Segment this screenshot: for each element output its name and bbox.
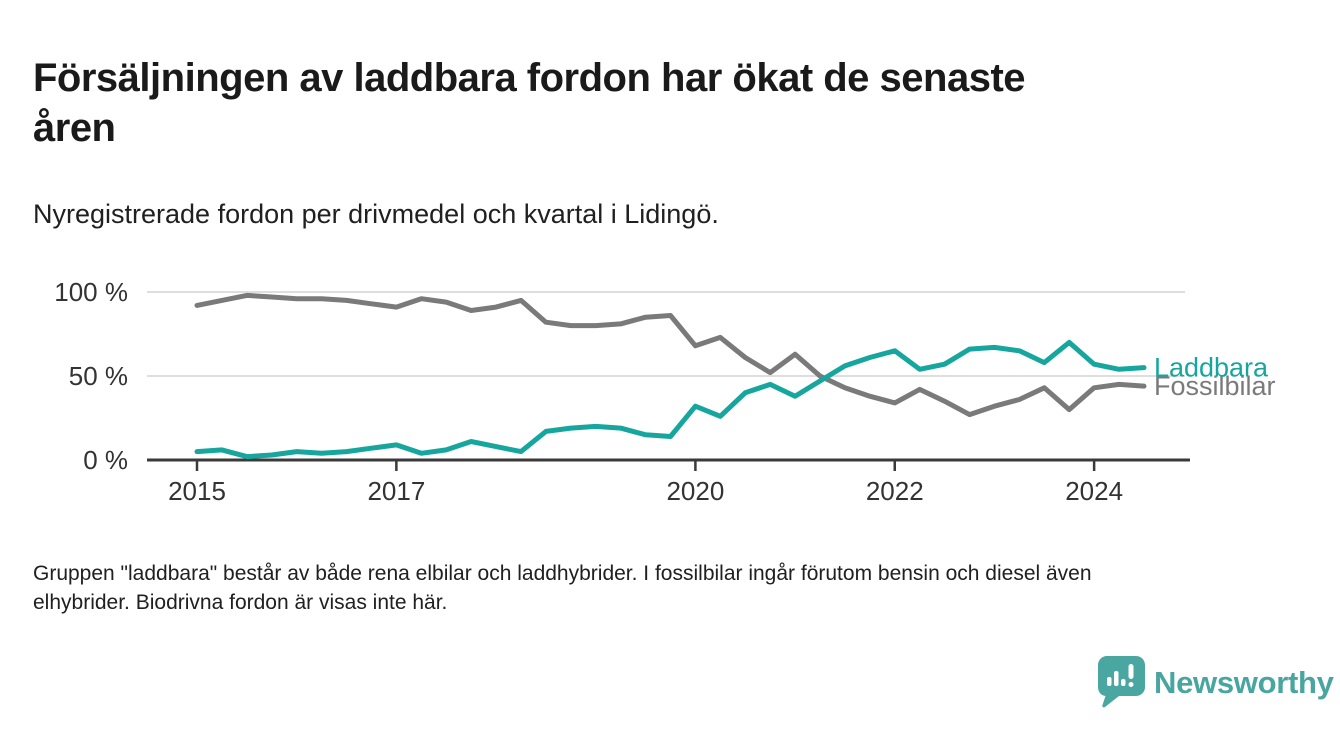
page-title: Försäljningen av laddbara fordon har öka… <box>33 53 1303 153</box>
footnote-line2: elhybrider. Biodrivna fordon är visas in… <box>33 591 448 614</box>
y-axis-label: 100 % <box>54 277 128 307</box>
x-axis-label: 2017 <box>367 476 425 506</box>
newsworthy-wordmark: Newsworthy <box>1154 664 1334 700</box>
x-axis-label: 2020 <box>666 476 724 506</box>
series-label-laddbara: Laddbara <box>1154 353 1269 383</box>
line-chart: 2015 2017 2020 2022 2024 100 % 50 % 0 % Fossilbi… <box>54 277 1276 506</box>
line-fossilbilar <box>194 292 1147 418</box>
page-title-line2: åren <box>33 105 116 150</box>
y-axis-label: 50 % <box>69 361 128 391</box>
newsworthy-pin-icon <box>1098 656 1145 708</box>
footnote: Gruppen "laddbara" består av både rena e… <box>33 559 1323 617</box>
y-axis-label: 0 % <box>83 445 128 475</box>
x-axis-label: 2015 <box>168 476 226 506</box>
series-label-fossilbilar: Fossilbilar <box>1154 371 1276 401</box>
footnote-line1: Gruppen "laddbara" består av både rena e… <box>33 562 1092 585</box>
newsworthy-logo: Newsworthy <box>1098 656 1334 709</box>
x-axis-label: 2022 <box>866 476 924 506</box>
page-title-line1: Försäljningen av laddbara fordon har öka… <box>33 55 1026 100</box>
chart-subtitle: Nyregistrerade fordon per drivmedel och … <box>33 199 719 229</box>
x-axis-label: 2024 <box>1065 476 1123 506</box>
line-laddbara <box>194 339 1147 460</box>
